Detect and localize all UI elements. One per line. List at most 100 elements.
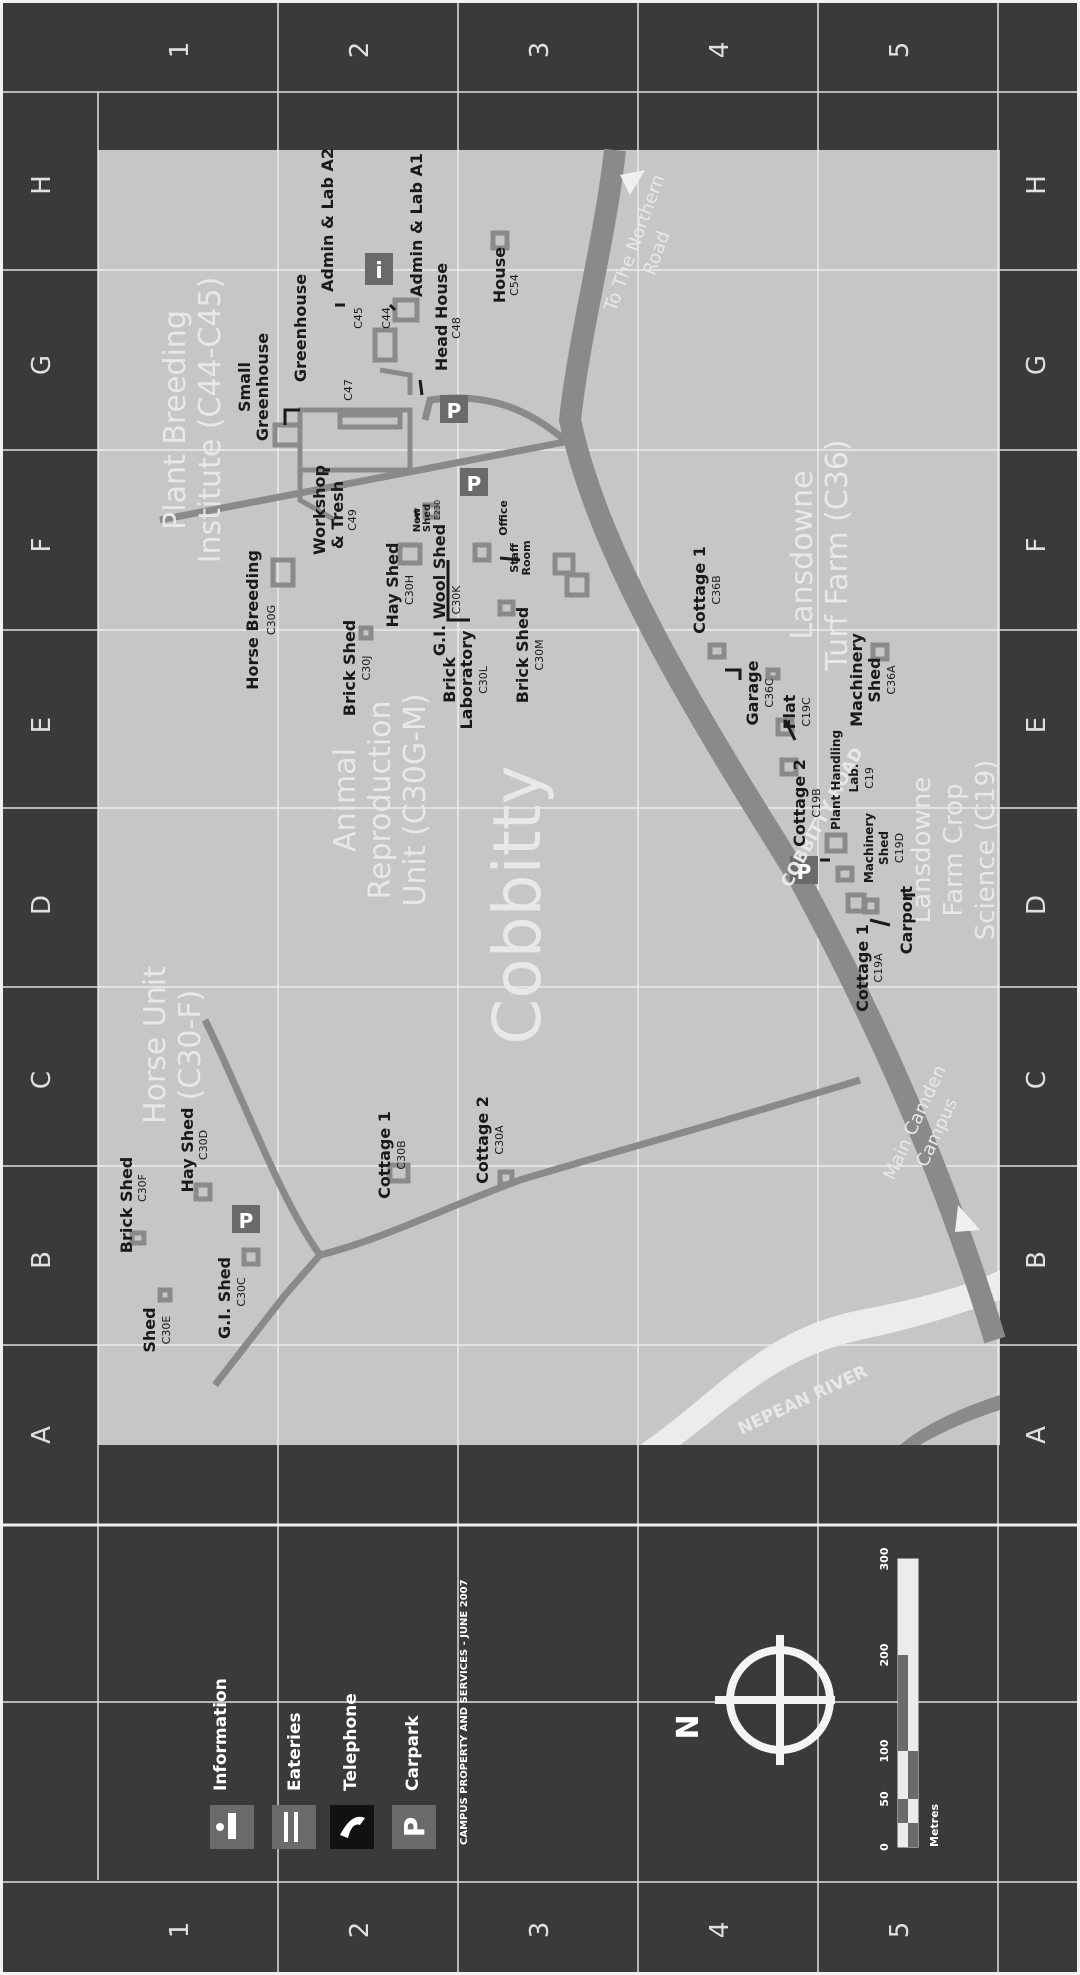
label-brick-shed-c30f: Brick Shed [117, 1157, 136, 1253]
grid-col-g-right: G [1022, 355, 1052, 375]
zone-animal-repro-line2: Reproduction [363, 700, 398, 899]
grid-row-5-bottom: 5 [885, 1922, 915, 1939]
label-cottage1-c19a: Cottage 1 [853, 924, 872, 1012]
zone-lansdowne-turf-line1: Lansdowne [785, 470, 820, 639]
legend-carpark: Carpark [403, 1715, 423, 1791]
label-small-greenhouse-line1: Small [235, 362, 254, 412]
label-plant-handling: Plant Handling [829, 730, 843, 830]
label-c19: C19 [863, 767, 876, 789]
label-c30f: C30F [136, 1174, 149, 1202]
label-brick-lab-line2: Laboratory [457, 630, 476, 730]
label-carport: Carport [897, 885, 916, 954]
grid-col-c-right: C [1022, 1071, 1052, 1089]
label-admin-a2: Admin & Lab A2 [318, 148, 337, 292]
label-brick-shed-c30j: Brick Shed [340, 620, 359, 716]
grid-col-g-left: G [27, 355, 57, 375]
label-c49: C49 [346, 509, 359, 531]
label-c19a: C19A [872, 953, 885, 983]
grid-col-a-left: A [27, 1426, 57, 1444]
label-brick-shed-c30m: Brick Shed [513, 607, 532, 703]
label-c45: C45 [352, 307, 365, 329]
arrow-icon [955, 1205, 980, 1232]
grid-col-c-left: C [27, 1071, 57, 1089]
grid-row-2-bottom: 2 [345, 1922, 375, 1939]
zone-horse-unit-line1: Horse Unit [138, 966, 173, 1124]
zone-lansdowne-crop-line3: Science (C19) [971, 760, 1001, 941]
grid-row-4-bottom: 4 [705, 1922, 735, 1939]
grid-lines [3, 3, 1077, 1972]
label-c30e: C30E [160, 1316, 173, 1345]
label-c30k: C30K [450, 585, 463, 615]
grid-row-5-top: 5 [885, 42, 915, 59]
label-head-house: Head House [432, 263, 451, 371]
scale-bar: 0 50 100 200 300 Metres [878, 1547, 941, 1851]
legend-credit: CAMPUS PROPERTY AND SERVICES - JUNE 2007 [459, 1579, 470, 1845]
label-machinery-c36a-line2: Shed [865, 657, 884, 702]
grid-col-b-right: B [1022, 1251, 1052, 1269]
label-c30b: C30B [395, 1140, 408, 1169]
label-cottage2-c19b: Cottage 2 [790, 759, 809, 847]
grid-col-f-left: F [27, 538, 57, 553]
parking-marker: P [239, 1209, 254, 1233]
label-lab: Lab. [847, 764, 861, 793]
label-greenhouse: Greenhouse [291, 274, 310, 382]
label-cottage2-c30a: Cottage 2 [473, 1096, 492, 1184]
label-hay-shed-c30d: Hay Shed [178, 1108, 197, 1193]
buildings [129, 230, 890, 1303]
zone-horse-unit-line2: (C30-F) [173, 990, 208, 1101]
grid-col-h-right: H [1022, 175, 1052, 195]
grid-row-1-bottom: 1 [165, 1922, 195, 1939]
zone-lansdowne-turf-line2: Turf Farm (C36) [820, 439, 855, 671]
zone-animal-repro-line1: Animal [328, 748, 363, 852]
label-c30g: C30G [265, 605, 278, 635]
grid-col-e-right: E [1022, 717, 1052, 733]
map-labels: Plant Breeding Institute (C44-C45) Horse… [27, 42, 1052, 1939]
label-horse-breeding: Horse Breeding [243, 550, 262, 690]
label-hay-shed-c30h: Hay Shed [383, 543, 402, 628]
label-c44: C44 [380, 307, 393, 329]
label-new-shed-line2: Shed [422, 504, 433, 532]
label-shed-c30e: Shed [140, 1307, 159, 1352]
zone-plant-breeding-line1: Plant Breeding [158, 310, 193, 530]
label-c30a: C30A [493, 1125, 506, 1155]
legend-information: Information [211, 1678, 231, 1791]
scale-tick-100: 100 [878, 1739, 891, 1762]
label-c19b: C19B [810, 788, 823, 817]
label-e230: E230 [433, 500, 442, 520]
label-gi-shed: G.I. Shed [215, 1257, 234, 1339]
grid-row-2-top: 2 [345, 42, 375, 59]
grid-col-b-left: B [27, 1251, 57, 1269]
zone-animal-repro-line3: Unit (C30G-M) [398, 693, 433, 906]
scale-tick-300: 300 [878, 1547, 891, 1570]
label-house: House [490, 247, 509, 303]
compass-icon: N [671, 1635, 835, 1765]
nepean-river [640, 1270, 1000, 1445]
grid-row-3-bottom: 3 [525, 1922, 555, 1939]
label-small-greenhouse-line2: Greenhouse [253, 333, 272, 441]
label-c30j: C30J [360, 656, 373, 681]
label-office: Office [497, 500, 510, 536]
label-staff-room-line1: Staff [508, 543, 521, 573]
label-c30m: C30M [533, 639, 546, 670]
grid-row-3-top: 3 [525, 42, 555, 59]
grid-row-1-top: 1 [165, 42, 195, 59]
label-c30d: C30D [197, 1130, 210, 1160]
zone-lansdowne-crop-line1: Lansdowne [907, 777, 937, 924]
compass-north: N [671, 1714, 706, 1739]
label-c48: C48 [450, 317, 463, 339]
grid-col-d-right: D [1022, 895, 1052, 915]
carpark-icon-letter: P [398, 1817, 431, 1838]
label-c30l: C30L [477, 665, 490, 694]
carpark-icon [392, 1805, 436, 1849]
label-admin-a1: Admin & Lab A1 [407, 153, 426, 297]
scale-tick-200: 200 [878, 1643, 891, 1666]
info-marker-label: i [375, 259, 383, 284]
locality-label: Cobbitty [479, 765, 556, 1044]
label-workshop-line2: & Tresh [328, 481, 347, 549]
parking-marker: P [467, 472, 482, 496]
label-machinery-c19d-line2: Shed [877, 831, 891, 865]
grid-col-f-right: F [1022, 538, 1052, 553]
cobbitty-road [558, 148, 1006, 1344]
label-brick-lab-line1: Brick [440, 657, 459, 703]
